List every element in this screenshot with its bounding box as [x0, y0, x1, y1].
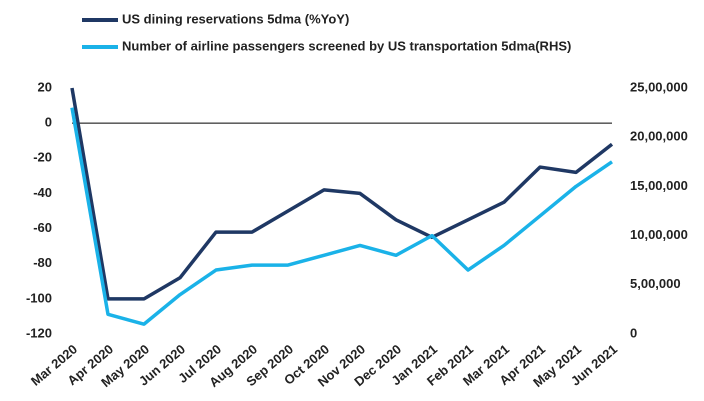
y-tick-label: 20 [38, 79, 52, 94]
y2-tick-label: 25,00,000 [630, 79, 688, 94]
y-tick-label: -60 [33, 220, 52, 235]
series-line [70, 107, 613, 326]
legend-label: Number of airline passengers screened by… [122, 38, 571, 53]
y-tick-label: -100 [26, 290, 52, 305]
y-tick-label: -20 [33, 150, 52, 165]
y2-tick-label: 15,00,000 [630, 178, 688, 193]
y2-tick-label: 10,00,000 [630, 227, 688, 242]
y-tick-label: -40 [33, 185, 52, 200]
y-tick-label: 0 [45, 115, 52, 130]
y2-tick-label: 0 [630, 325, 637, 340]
y-tick-label: -120 [26, 325, 52, 340]
series-line [70, 87, 614, 301]
y2-tick-label: 20,00,000 [630, 129, 688, 144]
y-tick-label: -80 [33, 255, 52, 270]
y2-tick-label: 5,00,000 [630, 276, 681, 291]
legend-label: US dining reservations 5dma (%YoY) [122, 11, 349, 26]
